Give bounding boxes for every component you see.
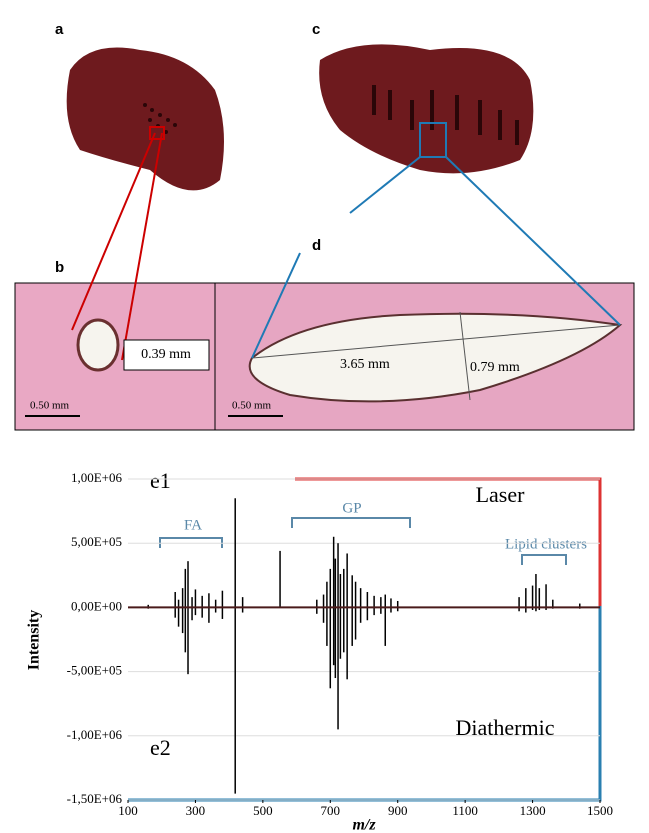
hole-d: [248, 312, 623, 403]
measure-d-width: 0.79 mm: [470, 360, 520, 375]
scale-b: 0.50 mm: [30, 400, 70, 412]
annotation: FA: [184, 517, 202, 533]
measure-box: [123, 339, 210, 371]
measure-d-length: 3.65 mm: [340, 357, 390, 372]
y-axis-label: Intensity: [26, 610, 43, 670]
x-tick-label: 900: [388, 803, 408, 818]
scale-d: 0.50 mm: [232, 400, 272, 412]
panel-label: b: [55, 259, 64, 276]
panel-label: d: [312, 237, 321, 254]
zoom-box-a: [149, 126, 165, 140]
x-tick-label: 1300: [520, 803, 546, 818]
series-label: Laser: [476, 482, 526, 507]
panel-label: e1: [150, 468, 171, 493]
y-tick-label: 0,00E+00: [71, 598, 122, 613]
panel-label: e2: [150, 735, 171, 760]
x-axis-label: m/z: [352, 817, 376, 833]
hole-b: [76, 318, 120, 372]
measure-b: 0.39 mm: [141, 347, 191, 362]
tissue-c: [319, 44, 534, 174]
x-tick-label: 1500: [587, 803, 613, 818]
y-tick-label: -5,00E+05: [67, 663, 122, 678]
panel-label: c: [312, 21, 320, 38]
y-tick-label: 5,00E+05: [71, 534, 122, 549]
annotation: Lipid clusters: [505, 536, 587, 552]
panel-label: a: [55, 21, 64, 38]
x-tick-label: 300: [186, 803, 206, 818]
tissue-a: [66, 47, 225, 191]
x-tick-label: 500: [253, 803, 273, 818]
y-tick-label: 1,00E+06: [71, 470, 123, 485]
x-tick-label: 100: [118, 803, 138, 818]
zoom-box-c: [419, 122, 447, 158]
x-tick-label: 700: [321, 803, 341, 818]
x-tick-label: 1100: [452, 803, 478, 818]
y-tick-label: -1,00E+06: [67, 727, 123, 742]
annotation: GP: [342, 500, 361, 516]
y-tick-label: -1,50E+06: [67, 791, 123, 806]
